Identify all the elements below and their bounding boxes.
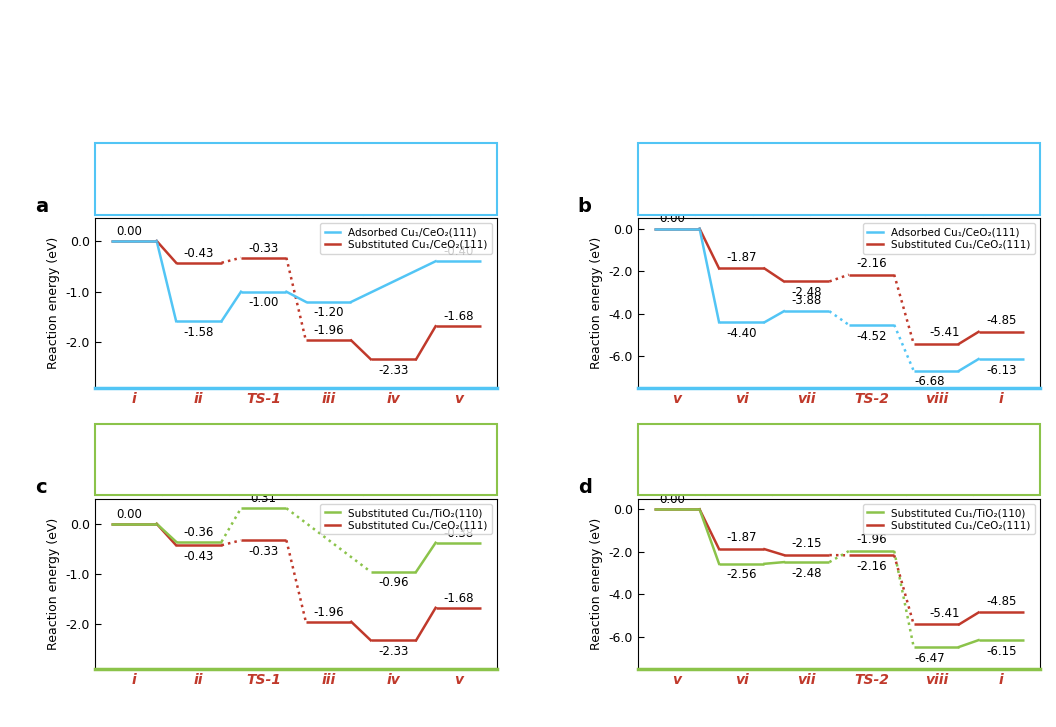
Text: -2.33: -2.33 <box>378 645 409 658</box>
Text: -0.96: -0.96 <box>378 577 409 590</box>
Text: -0.40: -0.40 <box>444 245 473 258</box>
Text: -4.40: -4.40 <box>727 327 757 340</box>
Legend: Substituted Cu₁/TiO₂(110), Substituted Cu₁/CeO₂(111): Substituted Cu₁/TiO₂(110), Substituted C… <box>864 504 1035 534</box>
Text: -0.36: -0.36 <box>184 526 214 539</box>
Text: d: d <box>578 478 591 497</box>
Text: -0.43: -0.43 <box>184 550 214 563</box>
Text: -2.56: -2.56 <box>727 569 757 582</box>
Y-axis label: Reaction energy (eV): Reaction energy (eV) <box>590 518 603 650</box>
Text: -0.38: -0.38 <box>444 527 473 539</box>
FancyBboxPatch shape <box>638 424 1040 495</box>
Text: -0.43: -0.43 <box>184 246 214 260</box>
Y-axis label: Reaction energy (eV): Reaction energy (eV) <box>48 237 60 369</box>
Text: 0.00: 0.00 <box>116 225 142 238</box>
Text: -5.41: -5.41 <box>929 607 960 619</box>
Text: -1.00: -1.00 <box>248 297 279 309</box>
Text: -2.33: -2.33 <box>378 364 409 377</box>
Text: c: c <box>35 478 46 497</box>
Text: 0.00: 0.00 <box>116 507 142 521</box>
Legend: Adsorbed Cu₁/CeO₂(111), Substituted Cu₁/CeO₂(111): Adsorbed Cu₁/CeO₂(111), Substituted Cu₁/… <box>320 223 492 254</box>
Text: -4.85: -4.85 <box>986 314 1017 327</box>
Text: -2.16: -2.16 <box>856 560 887 573</box>
Text: -2.15: -2.15 <box>791 537 822 550</box>
FancyBboxPatch shape <box>638 143 1040 214</box>
Text: -4.52: -4.52 <box>856 329 887 342</box>
FancyBboxPatch shape <box>95 143 497 214</box>
Text: -0.33: -0.33 <box>248 545 279 558</box>
Text: -1.96: -1.96 <box>314 606 344 619</box>
Text: -2.48: -2.48 <box>791 286 822 299</box>
Text: -2.16: -2.16 <box>856 257 887 270</box>
Text: -1.87: -1.87 <box>727 531 757 545</box>
Text: -2.48: -2.48 <box>791 567 822 580</box>
Text: -6.15: -6.15 <box>986 645 1017 658</box>
Legend: Substituted Cu₁/TiO₂(110), Substituted Cu₁/CeO₂(111): Substituted Cu₁/TiO₂(110), Substituted C… <box>320 504 492 534</box>
Text: -6.68: -6.68 <box>914 375 945 388</box>
Text: -1.68: -1.68 <box>444 310 473 324</box>
Text: -1.20: -1.20 <box>314 307 344 319</box>
Text: a: a <box>35 198 48 217</box>
Text: 0.00: 0.00 <box>659 212 684 225</box>
Y-axis label: Reaction energy (eV): Reaction energy (eV) <box>590 237 603 369</box>
Text: -0.33: -0.33 <box>248 241 279 254</box>
Text: -3.88: -3.88 <box>792 294 822 307</box>
Text: -1.68: -1.68 <box>444 592 473 605</box>
Text: 0.31: 0.31 <box>250 492 277 505</box>
Text: -1.96: -1.96 <box>856 534 887 547</box>
Text: -4.85: -4.85 <box>986 595 1017 608</box>
FancyBboxPatch shape <box>95 424 497 495</box>
Text: -1.58: -1.58 <box>184 326 214 339</box>
Text: b: b <box>578 198 591 217</box>
Text: -1.96: -1.96 <box>314 324 344 337</box>
Legend: Adsorbed Cu₁/CeO₂(111), Substituted Cu₁/CeO₂(111): Adsorbed Cu₁/CeO₂(111), Substituted Cu₁/… <box>864 223 1035 254</box>
Text: -5.41: -5.41 <box>929 326 960 339</box>
Text: 0.00: 0.00 <box>659 493 684 505</box>
Text: -1.87: -1.87 <box>727 251 757 264</box>
Text: -6.13: -6.13 <box>986 364 1017 377</box>
Text: -6.47: -6.47 <box>914 651 945 664</box>
Y-axis label: Reaction energy (eV): Reaction energy (eV) <box>48 518 60 650</box>
